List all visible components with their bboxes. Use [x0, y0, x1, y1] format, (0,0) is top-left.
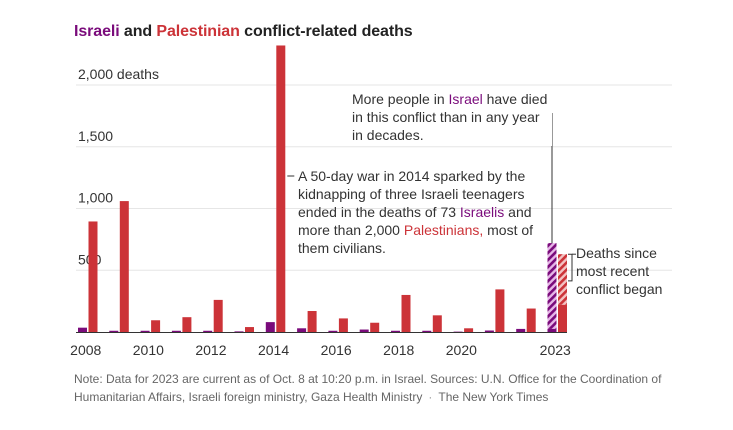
bar-palestinian-recent-2023: [558, 254, 567, 305]
bar-palestinian-2022: [526, 308, 536, 332]
bar-israeli-2008: [78, 327, 87, 332]
annotation-israel-highlight: Israel: [448, 91, 483, 107]
chart-title: Israeli and Palestinian conflict-related…: [74, 23, 413, 41]
bar-israeli-2023: [547, 328, 557, 332]
bar-israeli-2016: [328, 330, 338, 332]
x-tick-label: 2010: [133, 342, 164, 358]
bar-palestinian-2021: [495, 289, 505, 332]
bar-israeli-2013: [234, 331, 244, 332]
bar-palestinian-2009: [119, 201, 129, 332]
bar-israeli-2009: [109, 330, 119, 332]
annotation-text: have died in this conflict than in any y…: [352, 91, 548, 143]
bar-israeli-2012: [203, 330, 213, 332]
x-tick-label: 2008: [70, 342, 101, 358]
title-and: and: [119, 23, 157, 40]
bar-israeli-2010: [140, 330, 150, 332]
bracket-recent: [568, 253, 573, 282]
bar-israeli-2011: [171, 330, 181, 332]
bar-palestinian-2017: [370, 322, 380, 332]
annotation-leaders: [287, 113, 576, 282]
title-israeli: Israeli: [74, 23, 120, 40]
bar-palestinian-2020: [464, 328, 474, 332]
title-rest: conflict-related deaths: [239, 23, 413, 40]
bar-israeli-2018: [391, 330, 400, 332]
annotation-since-conflict: Deaths since most recent conflict began: [576, 245, 663, 297]
y-tick-label: 1,500: [78, 128, 113, 144]
bar-palestinian-2012: [213, 299, 223, 332]
bars: [78, 45, 567, 332]
note-text: Note: Data for 2023 are current as of Oc…: [74, 372, 662, 404]
bar-palestinian-2016: [338, 318, 348, 332]
x-axis: 2008 2010 2012 2014 2016 2018 2020 2023: [70, 332, 571, 358]
x-tick-label: 2012: [195, 342, 226, 358]
bar-israeli-2019: [422, 330, 432, 332]
bar-israeli-2017: [359, 329, 369, 332]
note-separator: ·: [428, 390, 433, 404]
bar-israeli-2021: [484, 330, 494, 332]
annotation-palestinians-highlight: Palestinians,: [403, 222, 484, 238]
chart-note: Note: Data for 2023 are current as of Oc…: [74, 370, 694, 406]
y-tick-label: 2,000 deaths: [78, 66, 159, 82]
x-tick-label: 2020: [446, 342, 477, 358]
bar-palestinian-2018: [401, 294, 411, 332]
annotation-2014-war: A 50-day war in 2014 sparked by the kidn…: [298, 167, 558, 257]
bar-palestinian-2010: [151, 320, 161, 332]
annotation-text: and more than 2,000: [298, 204, 532, 238]
bar-palestinian-2014: [276, 45, 286, 332]
annotation-israelis-highlight: Israelis: [459, 204, 505, 220]
bar-israeli-2015: [297, 328, 307, 332]
bar-palestinian-2015: [307, 311, 317, 332]
x-tick-label: 2018: [383, 342, 414, 358]
x-tick-label: 2016: [321, 342, 352, 358]
bar-palestinian-2019: [432, 315, 442, 332]
bar-palestinian-2008: [88, 221, 98, 332]
bar-israeli-recent-2023: [547, 243, 557, 329]
annotation-text: most of them civilians.: [298, 222, 534, 256]
bar-palestinian-2013: [245, 327, 254, 332]
y-tick-label: 1,000: [78, 190, 113, 206]
x-tick-label: 2023: [540, 342, 571, 358]
x-tick-label: 2014: [258, 342, 289, 358]
annotation-israel: More people in Israel have died in this …: [352, 90, 552, 146]
bar-palestinian-2011: [182, 317, 192, 332]
bar-israeli-2022: [516, 328, 526, 332]
bar-palestinian-2023: [558, 304, 567, 332]
bar-israeli-2014: [265, 322, 275, 332]
note-credit: The New York Times: [438, 390, 549, 404]
annotation-text: A 50-day war in 2014 sparked by the kidn…: [298, 168, 526, 220]
title-palestinian: Palestinian: [156, 23, 240, 40]
annotation-text: More people in: [352, 91, 449, 107]
